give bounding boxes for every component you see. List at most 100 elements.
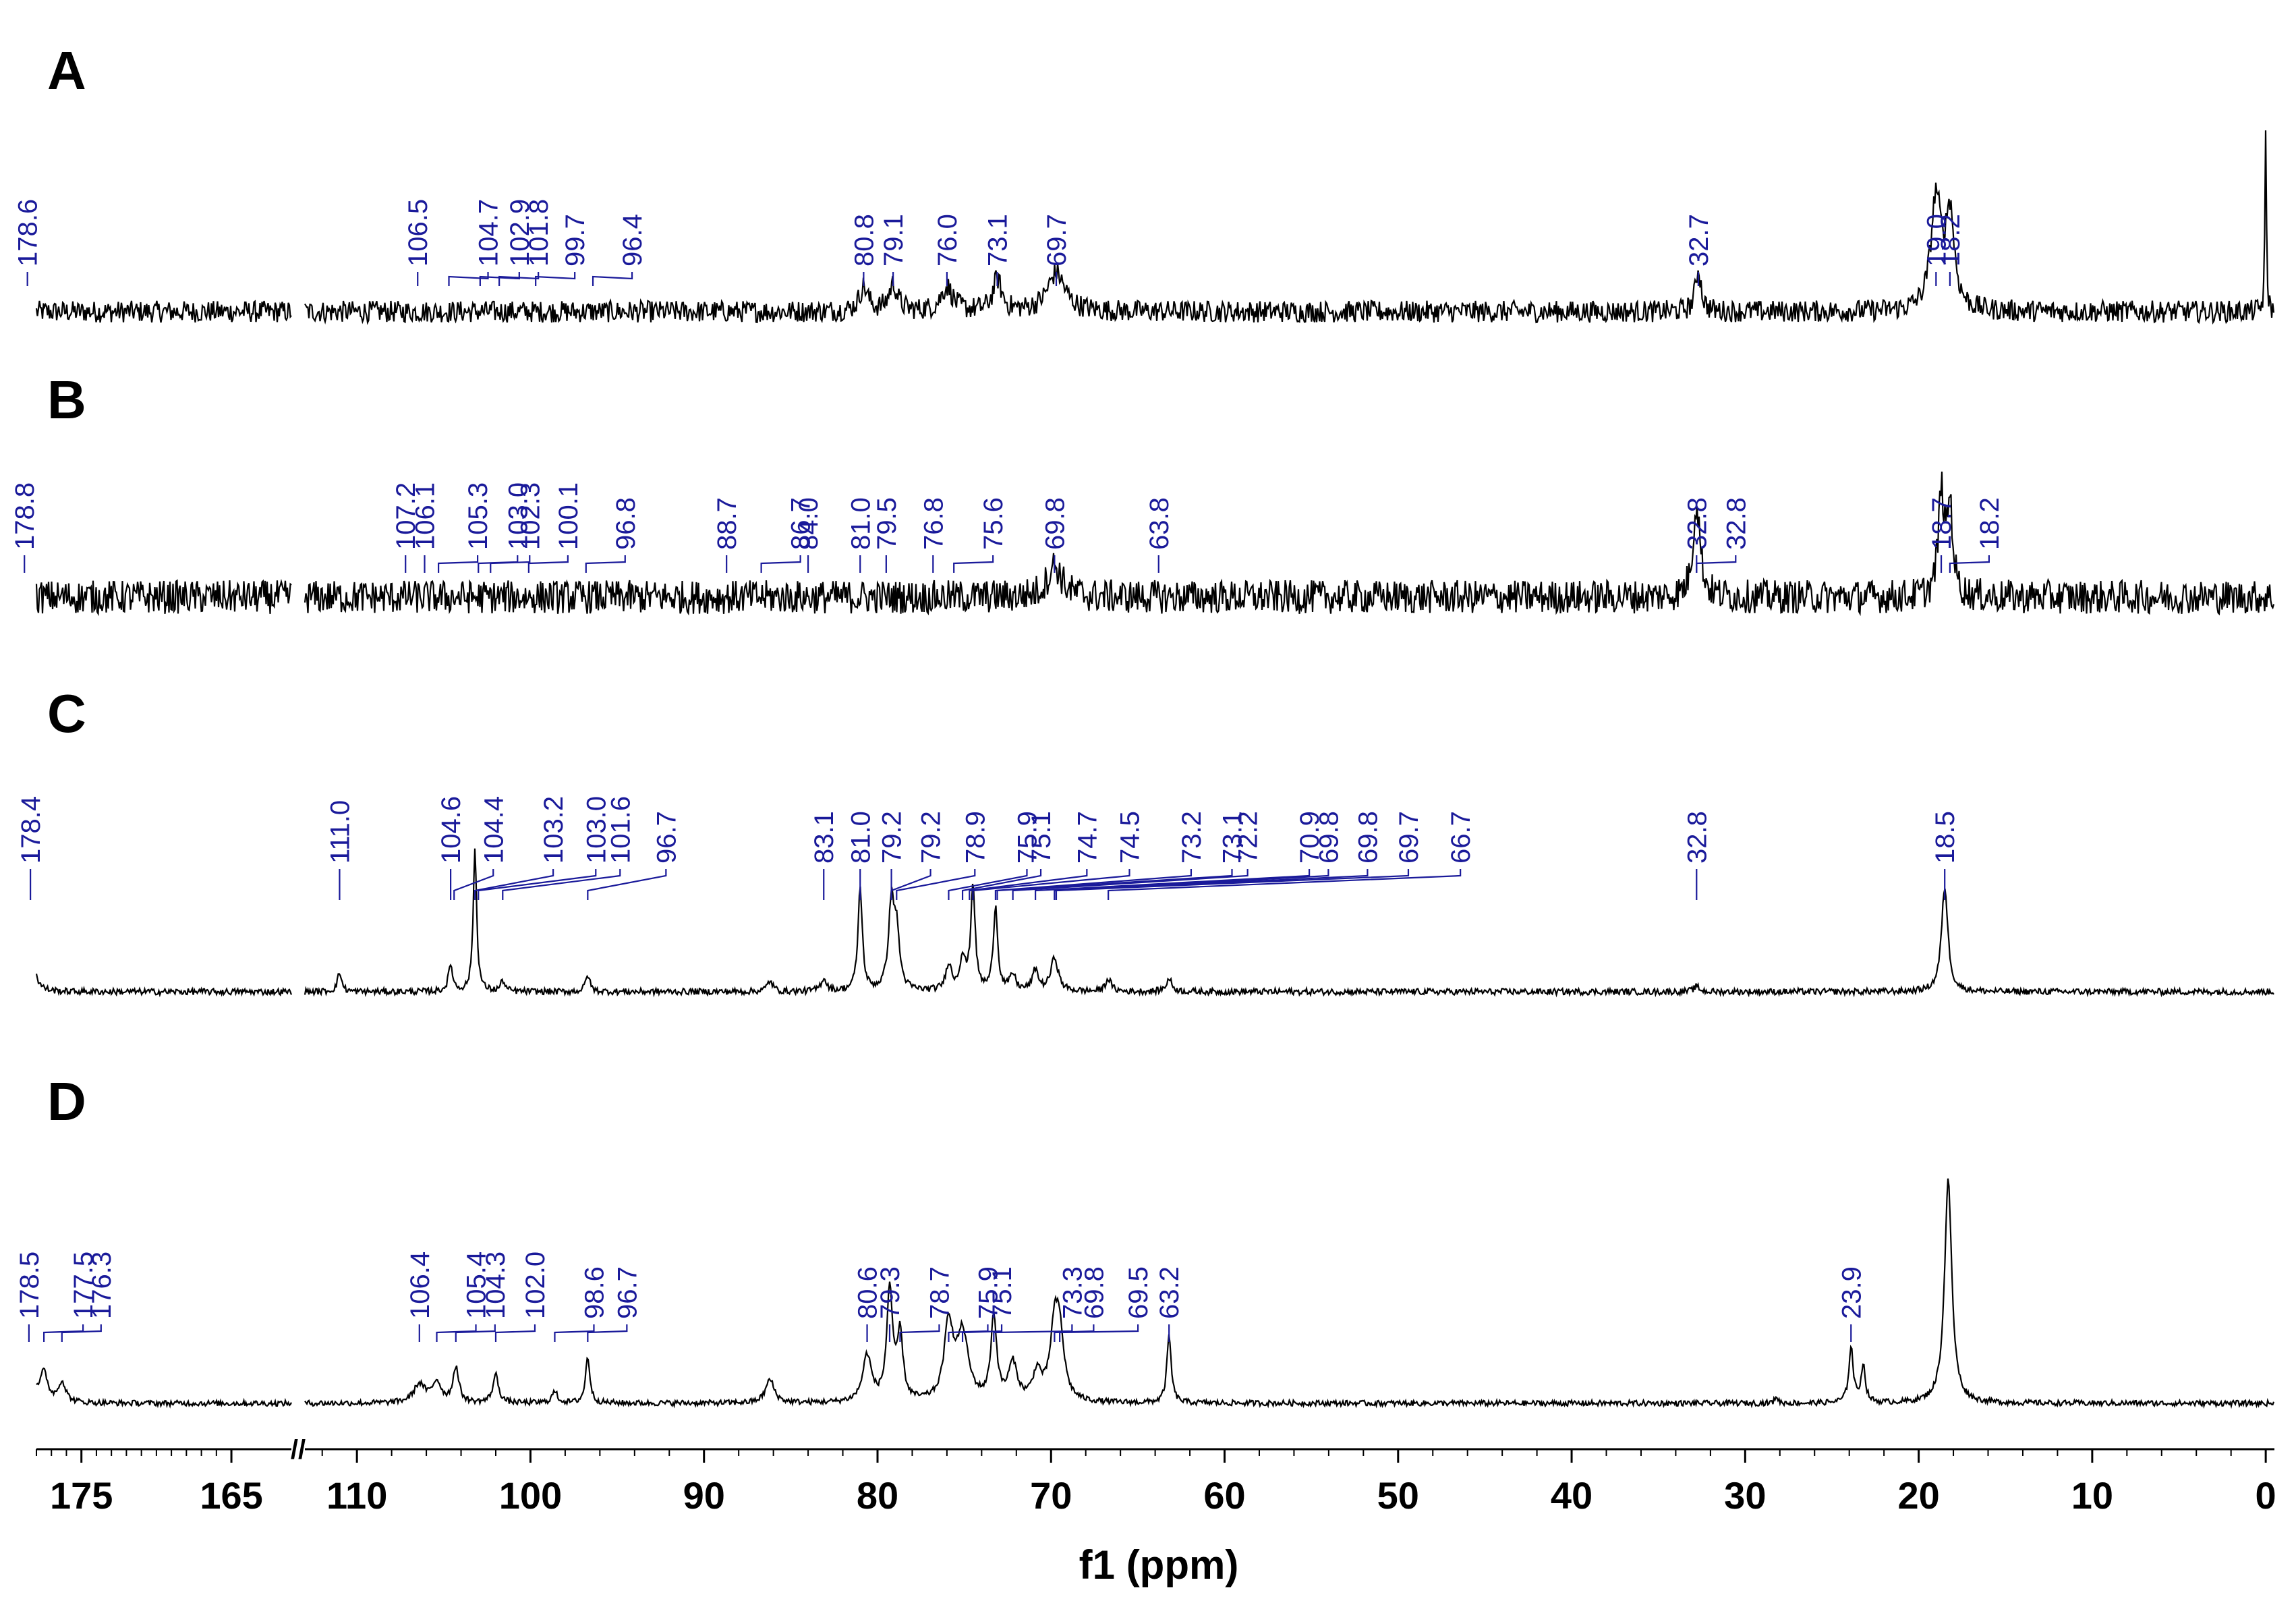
x-tick-label: 100 — [499, 1474, 562, 1517]
peak-label: 101.6 — [606, 796, 635, 864]
peak-label: 69.5 — [1124, 1266, 1153, 1319]
panel-letter: A — [47, 40, 86, 101]
peak-marker — [1035, 869, 1311, 900]
peak-label: 70.9 — [1295, 811, 1325, 864]
peak-label: 178.6 — [13, 199, 43, 266]
peak-label: 96.4 — [618, 214, 648, 266]
peak-label: 81.0 — [846, 811, 876, 864]
peak-label: 88.7 — [712, 497, 742, 550]
peak-marker — [585, 555, 626, 573]
peak-label: 103.2 — [539, 796, 569, 864]
x-tick-label: 80 — [857, 1474, 898, 1517]
peak-label: 69.8 — [1314, 811, 1344, 864]
peak-marker — [1108, 869, 1462, 900]
x-tick-label: 90 — [683, 1474, 725, 1517]
peak-label: 75.6 — [979, 497, 1008, 550]
peak-label: 178.8 — [10, 482, 40, 550]
peak-label: 63.2 — [1155, 1266, 1184, 1319]
peak-marker — [972, 869, 1130, 900]
peak-label: 102.9 — [505, 199, 535, 266]
peak-marker — [1055, 869, 1410, 900]
peak-label: 63.8 — [1145, 497, 1174, 550]
spectrum-trace-d-seg2 — [304, 1178, 2275, 1409]
peak-label: 18.7 — [1927, 497, 1957, 550]
peak-marker — [498, 272, 540, 286]
peak-label: 101.8 — [524, 199, 554, 266]
spectrum-trace-b-seg2 — [304, 471, 2275, 617]
peak-label: 69.7 — [1042, 214, 1072, 266]
peak-label: 105.4 — [462, 1252, 492, 1319]
x-tick-label: 0 — [2256, 1474, 2276, 1517]
x-tick-label: 50 — [1377, 1474, 1419, 1517]
peak-label: 80.8 — [849, 214, 879, 266]
peak-label: 79.2 — [917, 811, 946, 864]
spectrum-trace-d-seg1 — [36, 1367, 292, 1409]
peak-marker — [490, 555, 531, 573]
spectrum-trace-a-seg1 — [35, 300, 292, 323]
peak-marker — [448, 272, 489, 286]
peak-label: 106.5 — [403, 199, 433, 266]
x-tick-label: 175 — [50, 1474, 113, 1517]
peak-marker — [535, 272, 576, 286]
peak-marker — [896, 869, 976, 900]
peak-label: 73.2 — [1177, 811, 1207, 864]
peak-marker — [527, 555, 569, 573]
peak-marker — [61, 1324, 102, 1342]
peak-marker — [890, 869, 931, 900]
peak-label: 106.4 — [405, 1252, 435, 1319]
peak-label: 76.8 — [919, 497, 948, 550]
peak-label: 69.7 — [1394, 811, 1424, 864]
x-tick-label: 40 — [1551, 1474, 1592, 1517]
peak-label: 106.1 — [411, 482, 440, 550]
peak-label: 176.3 — [87, 1252, 117, 1319]
peak-label: 19.0 — [1922, 214, 1951, 266]
peak-marker — [587, 869, 667, 900]
peak-label: 79.5 — [872, 497, 902, 550]
peak-marker — [453, 869, 494, 900]
peak-label: 72.2 — [1234, 811, 1263, 864]
spectrum-trace-c-seg1 — [35, 974, 293, 998]
peak-label: 84.0 — [794, 497, 824, 550]
peak-label: 98.6 — [579, 1266, 609, 1319]
panel-letter: C — [47, 683, 86, 743]
peak-label: 32.8 — [1682, 811, 1712, 864]
peak-marker — [953, 555, 994, 573]
peak-label: 86.7 — [786, 497, 816, 550]
peak-label: 100.1 — [554, 482, 583, 550]
peak-marker — [993, 1324, 1073, 1342]
x-tick-label: 10 — [2071, 1474, 2113, 1517]
peak-label: 99.7 — [561, 214, 590, 266]
x-tick-label: 70 — [1030, 1474, 1072, 1517]
peak-marker — [969, 869, 1088, 900]
peak-label: 18.2 — [1975, 497, 2005, 550]
peak-label: 96.8 — [611, 497, 641, 550]
peak-label: 80.6 — [853, 1266, 883, 1319]
peak-marker — [474, 869, 554, 900]
spectrum-trace-a-seg2 — [304, 130, 2275, 325]
peak-label: 75.1 — [987, 1266, 1017, 1319]
peak-label: 79.3 — [876, 1266, 905, 1319]
peak-label: 103.0 — [503, 482, 533, 550]
peak-marker — [437, 555, 479, 573]
x-tick-label: 60 — [1203, 1474, 1245, 1517]
peak-label: 79.1 — [879, 214, 909, 266]
peak-label: 69.8 — [1040, 497, 1070, 550]
peak-label: 73.1 — [1218, 811, 1248, 864]
peak-marker — [478, 555, 519, 573]
peak-label: 104.3 — [481, 1252, 511, 1319]
peak-label: 32.8 — [1682, 497, 1712, 550]
peak-label: 78.9 — [960, 811, 990, 864]
peak-label: 69.8 — [1353, 811, 1383, 864]
x-tick-label: 20 — [1897, 1474, 1939, 1517]
panel-letter: D — [47, 1071, 86, 1131]
peak-marker — [996, 869, 1233, 900]
peak-marker — [554, 1324, 595, 1342]
panel-letter: B — [47, 370, 86, 430]
peak-marker — [592, 272, 633, 286]
peak-label: 102.3 — [515, 482, 545, 550]
peak-label: 76.0 — [933, 214, 963, 266]
peak-label: 104.4 — [479, 796, 509, 864]
x-tick-label: 165 — [200, 1474, 262, 1517]
